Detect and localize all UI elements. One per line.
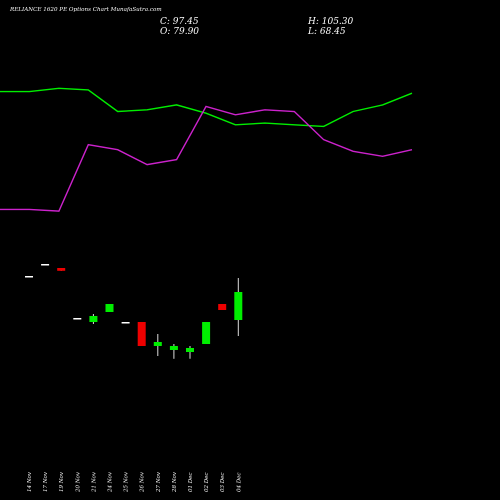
- open-price-label: O: 79.90: [160, 27, 200, 37]
- x-axis-ticks: 14 Nov 17 Nov 19 Nov 20 Nov 21 Nov 24 Nov 25 N…: [27, 471, 242, 493]
- high-price-label: H: 105.30: [308, 17, 354, 27]
- candle-body: [218, 304, 227, 310]
- close-price-label: C: 97.45: [160, 17, 199, 27]
- x-tick-label: 01 Dec: [188, 473, 194, 493]
- indicator-line-2: [0, 105, 413, 212]
- candle-body: [186, 348, 194, 352]
- candle: [234, 278, 243, 336]
- x-tick-label: 04 Dec: [236, 473, 242, 493]
- candle: [25, 276, 33, 278]
- x-tick-label: 20 Nov: [75, 471, 81, 493]
- candle-body: [73, 318, 82, 320]
- x-tick-label: 03 Dec: [220, 473, 226, 493]
- candle: [218, 304, 227, 310]
- candle-body: [153, 342, 162, 346]
- candle-body: [57, 268, 66, 271]
- x-tick-label: 21 Nov: [91, 471, 97, 493]
- candle-layer: [25, 264, 243, 359]
- candle: [89, 314, 98, 324]
- x-tick-label: 19 Nov: [59, 471, 65, 492]
- x-tick-label: 25 Nov: [124, 471, 130, 493]
- x-tick-label: 28 Nov: [172, 471, 178, 493]
- x-tick-label: 02 Dec: [204, 473, 210, 493]
- candle-body: [234, 292, 243, 320]
- candle-body: [25, 276, 33, 278]
- indicator-layer: [0, 87, 413, 212]
- candle: [137, 322, 146, 346]
- candle: [153, 334, 162, 356]
- candle-body: [121, 322, 130, 324]
- candle-body: [137, 322, 146, 346]
- candle: [105, 304, 114, 312]
- candle-body: [89, 316, 98, 322]
- candle: [41, 264, 50, 266]
- x-tick-label: 27 Nov: [156, 471, 162, 493]
- candle: [202, 322, 211, 344]
- candle: [169, 344, 178, 359]
- chart-title: RELIANCE 1620 PE Options Chart MunafaSut…: [10, 7, 162, 13]
- x-tick-label: 26 Nov: [140, 471, 146, 493]
- candle-body: [169, 346, 178, 350]
- candle: [57, 268, 66, 271]
- candle-body: [202, 322, 211, 344]
- candle-body: [41, 264, 50, 266]
- candle: [73, 318, 82, 320]
- x-tick-label: 14 Nov: [27, 471, 33, 492]
- candle: [186, 346, 194, 359]
- x-tick-label: 24 Nov: [108, 471, 114, 493]
- candle: [121, 322, 130, 324]
- candle-body: [105, 304, 114, 312]
- indicator-line-1: [0, 87, 413, 128]
- low-price-label: L: 68.45: [308, 27, 346, 37]
- x-tick-label: 17 Nov: [43, 471, 49, 492]
